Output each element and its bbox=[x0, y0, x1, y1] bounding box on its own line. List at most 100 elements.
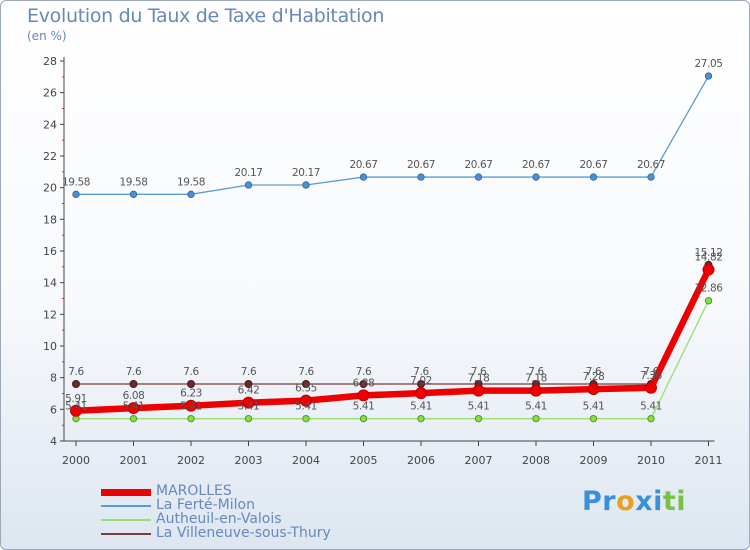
x-tick-label: 2002 bbox=[177, 454, 205, 467]
data-point-marolles bbox=[587, 383, 600, 396]
chart-legend: MAROLLES La Ferté-Milon Autheuil-en-Valo… bbox=[101, 483, 401, 541]
data-label-autheuil-en-valois: 5.41 bbox=[295, 401, 317, 413]
data-point-marolles bbox=[185, 399, 197, 412]
data-label-la-villeneuve-sous-thury: 7.6 bbox=[126, 366, 142, 378]
legend-label-la-ferte-milon: La Ferté-Milon bbox=[156, 497, 255, 513]
series-line-la-ferte-milon bbox=[75, 75, 710, 195]
logo-letter: t bbox=[662, 486, 677, 517]
data-point-la-ferte-milon bbox=[417, 173, 425, 181]
x-tick-label: 2001 bbox=[120, 454, 148, 467]
data-point-marolles bbox=[357, 389, 370, 402]
chart-title: Evolution du Taux de Taxe d'Habitation bbox=[27, 5, 385, 27]
data-label-la-villeneuve-sous-thury: 7.6 bbox=[413, 366, 429, 378]
y-tick-label: 4 bbox=[50, 435, 57, 448]
data-point-la-villeneuve-sous-thury bbox=[187, 380, 195, 388]
data-point-autheuil-en-valois bbox=[302, 414, 310, 423]
data-point-la-ferte-milon bbox=[532, 173, 540, 181]
data-label-marolles: 6.55 bbox=[295, 383, 317, 395]
data-label-autheuil-en-valois: 5.41 bbox=[353, 401, 375, 413]
data-point-marolles bbox=[472, 384, 485, 397]
data-label-autheuil-en-valois: 5.41 bbox=[468, 401, 490, 413]
data-label-autheuil-en-valois: 5.41 bbox=[65, 401, 87, 413]
y-tick-label: 20 bbox=[43, 182, 57, 195]
data-label-la-ferte-milon: 19.58 bbox=[62, 176, 90, 188]
chart-subtitle: (en %) bbox=[27, 29, 67, 43]
data-point-marolles bbox=[702, 263, 715, 276]
data-point-la-ferte-milon bbox=[359, 173, 368, 181]
data-label-la-villeneuve-sous-thury: 7.6 bbox=[241, 366, 257, 378]
data-point-la-ferte-milon bbox=[647, 173, 655, 181]
y-tick-label: 6 bbox=[50, 403, 57, 416]
y-tick-label: 22 bbox=[43, 150, 57, 163]
data-point-marolles bbox=[127, 402, 140, 415]
x-tick-label: 2006 bbox=[407, 454, 435, 467]
data-label-marolles: 6.42 bbox=[238, 385, 260, 397]
x-tick-label: 2010 bbox=[637, 454, 665, 467]
data-label-marolles: 6.08 bbox=[123, 390, 145, 402]
data-label-autheuil-en-valois: 5.41 bbox=[123, 401, 145, 413]
data-label-marolles: 6.88 bbox=[353, 377, 375, 389]
data-point-marolles bbox=[242, 396, 255, 409]
data-label-la-ferte-milon: 20.67 bbox=[522, 159, 550, 171]
legend-item-autheuil-en-valois: Autheuil-en-Valois bbox=[101, 511, 401, 527]
data-point-la-villeneuve-sous-thury bbox=[244, 380, 253, 388]
legend-swatch-la-villeneuve-sous-thury bbox=[101, 533, 151, 535]
x-tick-label: 2003 bbox=[235, 454, 263, 467]
data-label-la-ferte-milon: 20.67 bbox=[349, 159, 377, 171]
data-label-la-ferte-milon: 20.17 bbox=[234, 167, 262, 179]
y-tick-label: 28 bbox=[43, 55, 57, 68]
data-label-la-villeneuve-sous-thury: 7.6 bbox=[356, 366, 372, 378]
logo-letter: x bbox=[635, 486, 654, 517]
data-label-la-villeneuve-sous-thury: 7.6 bbox=[471, 366, 487, 378]
data-point-marolles bbox=[530, 384, 542, 397]
logo-letter: i bbox=[676, 486, 687, 517]
logo-letter: i bbox=[653, 486, 663, 517]
data-label-la-ferte-milon: 20.17 bbox=[292, 167, 320, 179]
data-point-autheuil-en-valois bbox=[187, 414, 195, 423]
data-label-la-villeneuve-sous-thury: 7.6 bbox=[643, 366, 659, 378]
data-label-la-villeneuve-sous-thury: 7.6 bbox=[298, 366, 314, 378]
data-label-marolles: 7.02 bbox=[410, 375, 432, 387]
data-point-autheuil-en-valois bbox=[704, 297, 713, 305]
proxiti-logo: Proxiti bbox=[582, 486, 686, 517]
data-label-autheuil-en-valois: 5.41 bbox=[180, 401, 202, 413]
y-tick-label: 26 bbox=[43, 87, 57, 100]
data-point-la-ferte-milon bbox=[72, 190, 80, 199]
x-tick-label: 2011 bbox=[695, 454, 723, 467]
series-line-la-villeneuve-sous-thury bbox=[75, 264, 710, 385]
data-point-autheuil-en-valois bbox=[244, 414, 253, 423]
data-point-la-villeneuve-sous-thury bbox=[302, 380, 310, 388]
y-tick-label: 8 bbox=[50, 372, 57, 385]
data-point-la-ferte-milon bbox=[302, 181, 310, 189]
data-label-la-villeneuve-sous-thury: 15.12 bbox=[694, 247, 722, 259]
x-tick-label: 2000 bbox=[62, 454, 90, 467]
data-label-autheuil-en-valois: 5.41 bbox=[238, 401, 260, 413]
data-point-la-ferte-milon bbox=[704, 72, 713, 80]
data-point-autheuil-en-valois bbox=[129, 414, 138, 423]
data-label-marolles: 14.82 bbox=[694, 252, 722, 264]
legend-label-la-villeneuve-sous-thury: La Villeneuve-sous-Thury bbox=[156, 525, 331, 541]
data-label-marolles: 7.18 bbox=[468, 373, 490, 385]
data-point-marolles bbox=[645, 381, 657, 394]
data-label-la-ferte-milon: 20.67 bbox=[579, 159, 607, 171]
y-tick-label: 14 bbox=[43, 277, 57, 290]
x-tick-label: 2009 bbox=[580, 454, 608, 467]
y-tick-label: 10 bbox=[43, 340, 57, 353]
data-label-la-villeneuve-sous-thury: 7.6 bbox=[586, 366, 602, 378]
data-point-marolles bbox=[415, 387, 427, 400]
legend-item-la-ferte-milon: La Ferté-Milon bbox=[101, 497, 401, 513]
data-label-la-ferte-milon: 20.67 bbox=[407, 159, 435, 171]
data-label-la-ferte-milon: 27.05 bbox=[694, 58, 722, 70]
data-label-autheuil-en-valois: 12.86 bbox=[694, 283, 723, 295]
data-point-la-ferte-milon bbox=[474, 173, 483, 181]
data-point-la-ferte-milon bbox=[244, 181, 253, 189]
data-label-la-villeneuve-sous-thury: 7.6 bbox=[528, 366, 544, 378]
data-label-autheuil-en-valois: 5.41 bbox=[410, 401, 432, 413]
data-point-la-villeneuve-sous-thury bbox=[359, 380, 368, 388]
x-tick-label: 2008 bbox=[522, 454, 550, 467]
data-label-la-ferte-milon: 19.58 bbox=[177, 176, 205, 188]
data-label-marolles: 6.23 bbox=[180, 388, 202, 400]
data-label-marolles: 7.18 bbox=[525, 373, 547, 385]
legend-swatch-autheuil-en-valois bbox=[101, 519, 151, 521]
